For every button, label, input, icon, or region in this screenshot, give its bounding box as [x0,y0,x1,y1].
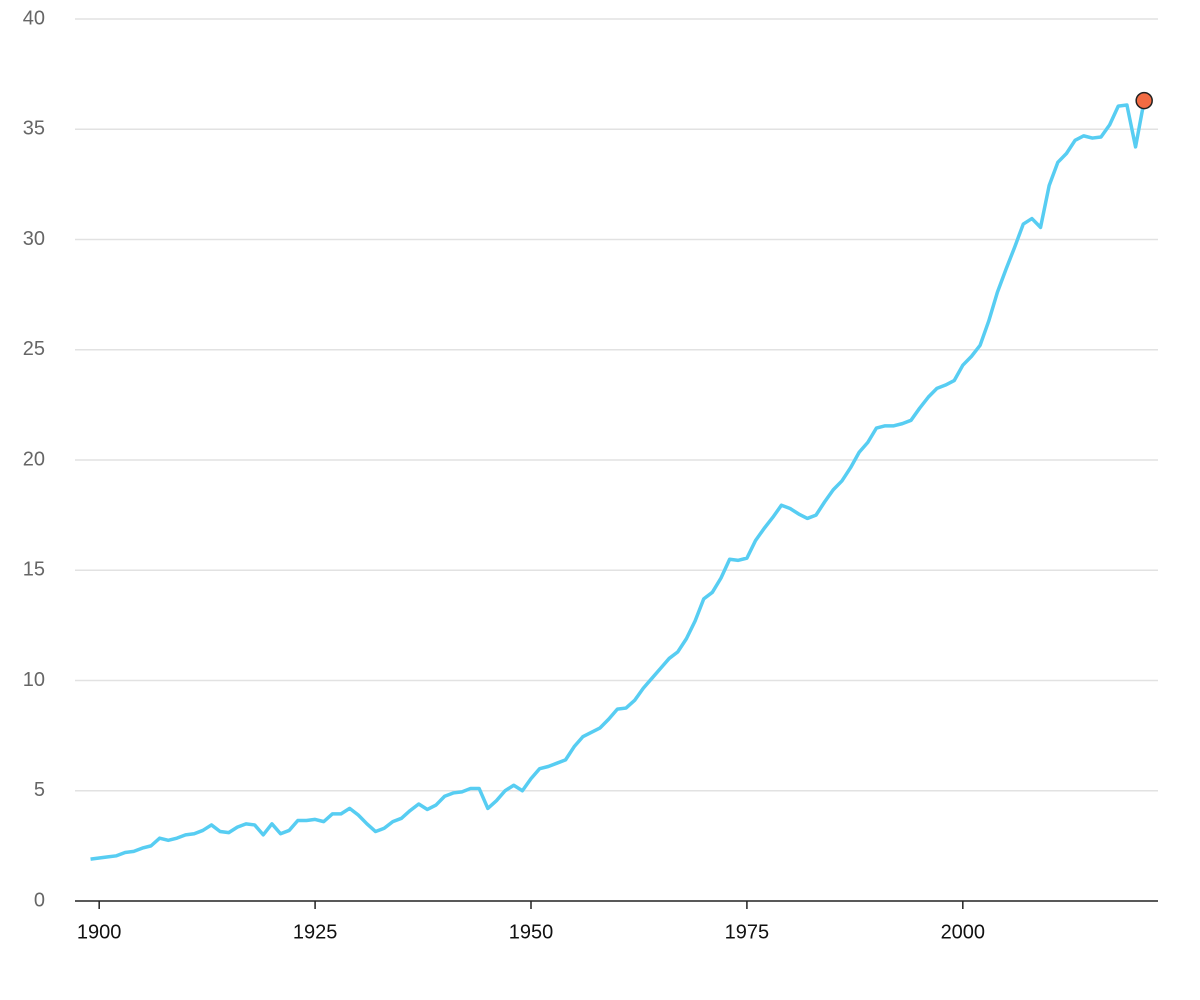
y-tick-label: 30 [23,228,45,250]
x-tick-label: 1925 [293,921,338,943]
y-tick-label: 0 [34,889,45,911]
y-tick-label: 5 [34,779,45,801]
line [90,100,1146,861]
y-tick-label: 25 [23,338,45,360]
y-tick-label: 10 [23,669,45,691]
y-tick-label: 15 [23,559,45,581]
x-tick-label: 1900 [77,921,122,943]
x-tick-label: 1950 [509,921,554,943]
x-tick-label: 2000 [941,921,986,943]
x-tick-label: 1975 [725,921,770,943]
y-tick-label: 35 [23,118,45,140]
y-tick-label: 40 [23,7,45,29]
y-tick-label: 20 [23,448,45,470]
end-marker [1135,91,1153,110]
